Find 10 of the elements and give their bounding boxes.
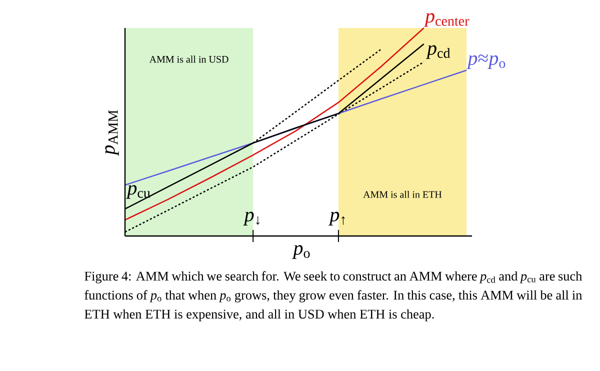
x-axis-title: p$_{o}$: [292, 245, 310, 259]
series-label: p≈p$_{o}$: [466, 54, 506, 70]
x-tick-label: p$_{↓}$: [243, 212, 260, 226]
y-axis-title: p$_{AMM}$: [105, 110, 119, 156]
series-label: p$_{center}$: [424, 13, 470, 27]
text: Figure 4: AMM which we search for. We seek to construct an AMM where p$_{cd}$ and p$_{cu}$ are such functions of p$_{o}$ that when p$_{o}$ grows, they grow even faster. In this case, this AMM will be all in ETH when ETH is expensive, and all in USD when ETH is cheap.: [84, 271, 582, 322]
x-tick-label: p$_{↑}$: [328, 212, 345, 226]
annotation: AMM is all in USD: [149, 56, 228, 63]
annotation: AMM is all in ETH: [363, 190, 442, 198]
annotation: p$_{cd}$: [426, 45, 450, 59]
